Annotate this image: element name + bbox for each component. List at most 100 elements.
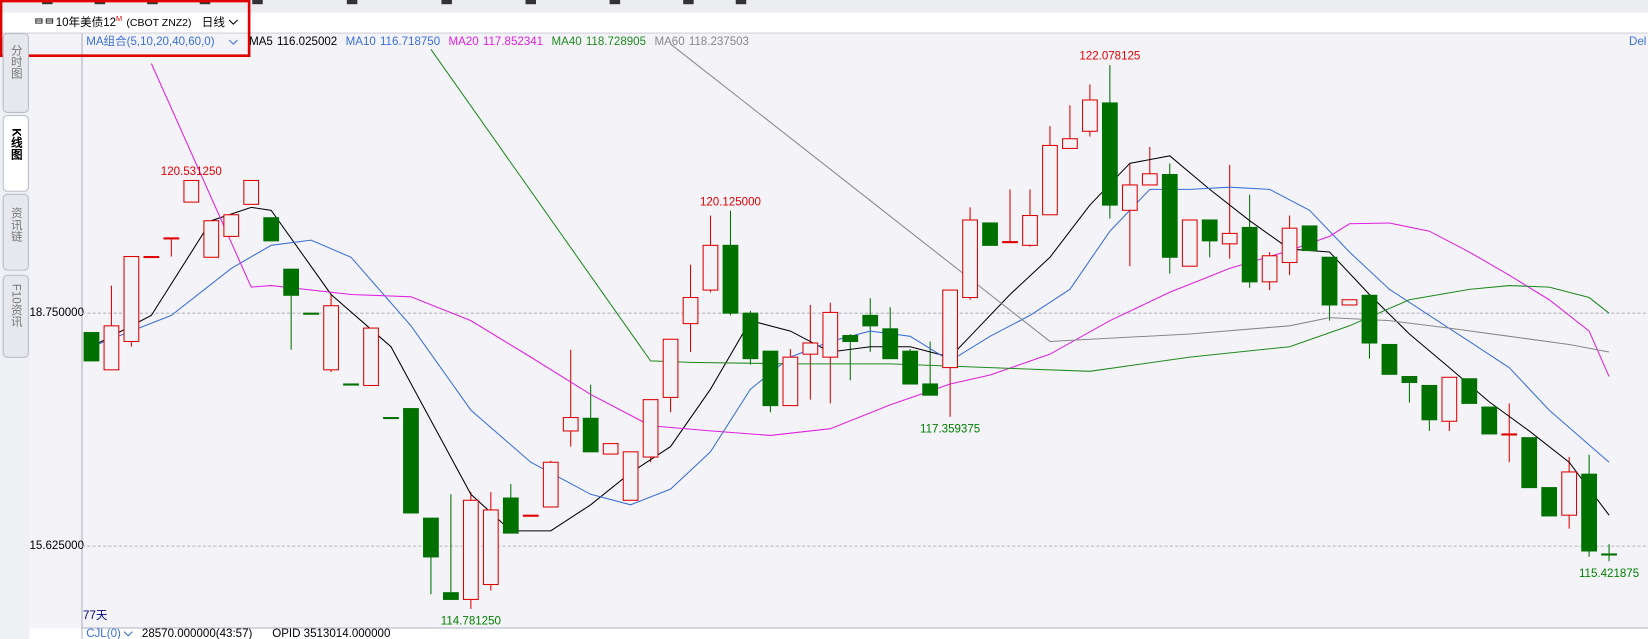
candle-body [103, 325, 120, 371]
tab[interactable] [2, 33, 29, 113]
tab[interactable] [2, 193, 29, 271]
candle-body [123, 255, 140, 343]
indicator-chevron[interactable] [123, 631, 133, 637]
period-selector[interactable]: 日线 [202, 15, 226, 29]
candle-body [403, 408, 419, 514]
candle-body [283, 268, 300, 296]
ma-line [430, 48, 1610, 372]
candle-body [1601, 553, 1617, 556]
candle-body [462, 499, 479, 600]
candle-body [1581, 473, 1598, 552]
candle-body [443, 592, 459, 600]
candle-body [1321, 256, 1338, 306]
candle-body [343, 383, 359, 386]
candle-body [982, 222, 998, 246]
tab-active[interactable] [2, 115, 29, 192]
low-label: 114.781250 [441, 616, 501, 628]
candle-body [83, 332, 100, 362]
tab-label[interactable]: 分时图 [10, 44, 23, 79]
candle-body [1561, 471, 1578, 516]
low-label: 117.359375 [920, 423, 980, 435]
candle-body [1181, 219, 1198, 267]
indicator-selector[interactable]: CJL(0) [86, 628, 121, 639]
candle-body [1401, 376, 1418, 384]
candle-body [1141, 173, 1158, 186]
candle-body [243, 179, 260, 205]
tab-label[interactable]: K线图 [10, 128, 23, 160]
legend-name: MA20 [449, 36, 479, 48]
legend-name: MA5 [249, 36, 273, 48]
candle-body [303, 312, 320, 315]
candle-body [223, 214, 240, 237]
volume-text: 28570.000000(43:57) [142, 628, 253, 639]
tab-label[interactable]: F10资讯 [10, 284, 23, 328]
ma-legend: MA5 116.025002 MA10 116.718750 MA20 117.85234… [249, 36, 749, 48]
legend-name: MA60 [654, 36, 684, 48]
candle-body [1082, 99, 1098, 132]
candle-body [542, 461, 559, 508]
period-chevron[interactable] [228, 19, 238, 25]
legend-value: 116.025002 [277, 36, 337, 48]
instrument-name[interactable]: 10年美债12M (CBOT ZNZ2) [56, 14, 192, 29]
candle-body [742, 312, 759, 360]
candle-body [1481, 406, 1498, 435]
candle-body [163, 237, 180, 240]
candle-body [562, 417, 579, 432]
candle-body [682, 296, 699, 325]
candle-body [143, 255, 160, 259]
candle-body [1421, 384, 1438, 421]
tab[interactable] [2, 274, 29, 358]
candle-body [1042, 144, 1058, 216]
candle-body [642, 399, 659, 458]
candle-body [802, 342, 819, 355]
ma-line [150, 63, 1610, 436]
candle-body [1161, 173, 1178, 258]
legend-value: 118.728905 [586, 36, 646, 48]
candle-body [1002, 241, 1018, 244]
period-label: 77天 [83, 610, 108, 622]
candle-body [363, 327, 379, 387]
candle-body [1441, 376, 1458, 422]
ma-chevron[interactable] [228, 39, 238, 45]
candle-body [1241, 226, 1258, 283]
candle-body [423, 517, 439, 558]
candle-body [902, 350, 919, 385]
candle-body [1101, 102, 1118, 206]
low-label: 115.421875 [1579, 568, 1639, 580]
candle-body [1461, 378, 1478, 404]
candle-body [962, 219, 978, 299]
candle-body [1221, 232, 1238, 245]
candle-body [263, 217, 280, 242]
link-icon[interactable] [35, 18, 54, 24]
candle-body [1062, 138, 1078, 149]
legend-value: 117.852341 [483, 36, 543, 48]
candle-body [482, 509, 499, 586]
candle-body [822, 311, 839, 358]
candle-body [1381, 343, 1398, 375]
candle-body [782, 356, 799, 407]
y-tick-label: 15.625000 [29, 540, 84, 552]
legend-name: MA40 [552, 36, 582, 48]
tab-label[interactable]: 资讯链 [10, 207, 23, 242]
candle-body [323, 305, 339, 371]
candle-body [862, 314, 879, 327]
toolbar [0, 0, 1648, 13]
y-tick-label: 18.750000 [29, 307, 84, 319]
right-label[interactable]: Del [1629, 36, 1646, 48]
candle-body [1341, 299, 1358, 306]
legend-value: 116.718750 [380, 36, 440, 48]
candle-body [203, 220, 220, 258]
ma-selector[interactable]: MA组合(5,10,20,40,60,0) [86, 34, 215, 48]
candle-body [702, 244, 719, 291]
candle-body [662, 338, 679, 398]
candle-body [1281, 227, 1298, 264]
candle-body [522, 514, 539, 517]
header-bar [0, 12, 1648, 34]
candle-body [582, 417, 599, 453]
ma-line [91, 186, 1610, 506]
candle-body [183, 179, 200, 203]
candle-body [622, 451, 639, 501]
candle-body [1501, 433, 1518, 436]
